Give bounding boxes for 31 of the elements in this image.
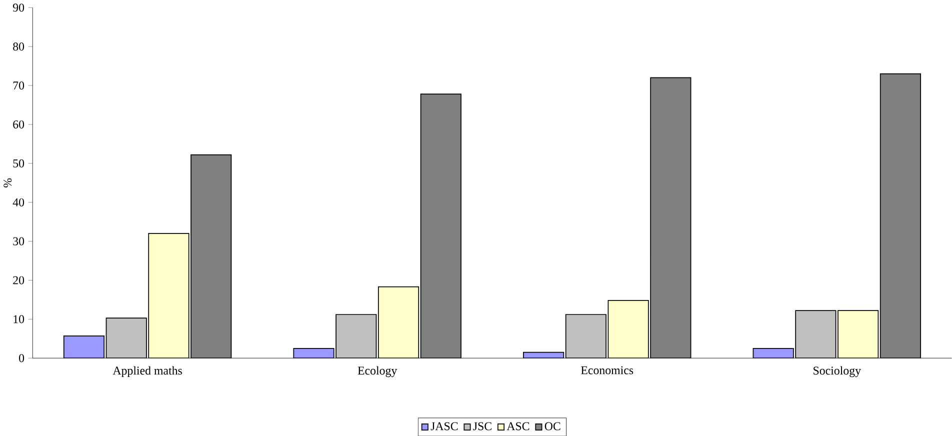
y-tick-label: 20 (13, 276, 24, 284)
y-tick-label: 90 (13, 3, 24, 12)
bar (420, 93, 462, 358)
y-tick-label: 60 (13, 120, 24, 128)
bar (608, 300, 649, 358)
bar (650, 77, 692, 358)
bar (880, 73, 922, 358)
x-tick-label: Economics (581, 366, 634, 374)
legend-label: ASC (506, 422, 530, 430)
bar (190, 154, 232, 358)
y-tick-label: 30 (13, 237, 24, 246)
y-tick-label: 10 (14, 315, 24, 324)
y-tick-label: 0 (19, 354, 24, 362)
y-tick-label: 40 (12, 198, 24, 206)
bar (106, 317, 147, 358)
legend-label: JASC (430, 422, 458, 430)
y-tick-label: 80 (13, 42, 24, 50)
x-tick-label: Applied maths (112, 366, 182, 377)
bar (565, 314, 606, 358)
x-tick-label: Ecology (358, 366, 398, 377)
bar (795, 310, 836, 358)
legend-label: JSC (473, 422, 492, 430)
y-tick-label: 70 (13, 81, 24, 90)
y-tick-label: 50 (13, 159, 24, 168)
legend-label: OC (544, 422, 560, 430)
bar (378, 286, 420, 358)
bar (336, 314, 377, 358)
x-tick-label: Sociology (814, 366, 861, 377)
y-axis-title: % (4, 178, 12, 188)
bar (838, 310, 879, 358)
bar (148, 232, 190, 358)
